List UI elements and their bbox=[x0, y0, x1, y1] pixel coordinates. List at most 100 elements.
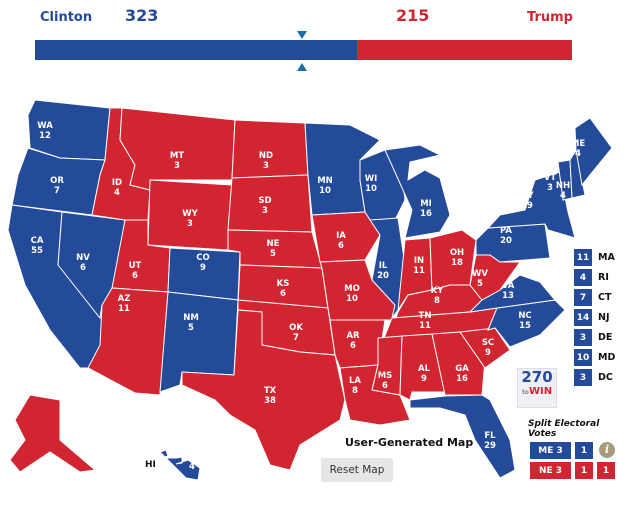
state-abbr: WI bbox=[365, 174, 378, 184]
logo-word: toWIN bbox=[521, 386, 553, 397]
state-abbr: GA bbox=[455, 364, 469, 374]
state-electoral-votes: 6 bbox=[338, 241, 344, 251]
small-state-votes[interactable]: 3 bbox=[574, 329, 592, 346]
small-state-abbr: RI bbox=[598, 272, 609, 283]
small-state-md[interactable]: 10 MD bbox=[574, 349, 615, 366]
270-marker-top-icon bbox=[297, 31, 307, 39]
me-split-button[interactable]: ME 3 bbox=[530, 442, 571, 459]
small-state-votes[interactable]: 10 bbox=[574, 349, 592, 366]
state-abbr: WY bbox=[182, 209, 198, 219]
state-electoral-votes: 18 bbox=[451, 258, 463, 268]
small-state-abbr: DE bbox=[598, 332, 613, 343]
state-electoral-votes: 3 bbox=[187, 219, 193, 229]
state-abbr: VA bbox=[502, 281, 515, 291]
small-state-abbr: MD bbox=[598, 352, 616, 363]
state-sc[interactable]: SC9 bbox=[459, 327, 511, 369]
state-shape[interactable] bbox=[231, 119, 309, 179]
state-abbr: NE bbox=[267, 239, 280, 249]
state-shape[interactable] bbox=[574, 117, 613, 187]
state-shape[interactable] bbox=[569, 148, 586, 199]
state-sd[interactable]: SD3 bbox=[227, 174, 313, 233]
state-abbr: KY bbox=[431, 286, 445, 296]
state-abbr: UT bbox=[129, 261, 142, 271]
state-ia[interactable]: IA6 bbox=[311, 211, 381, 263]
info-icon[interactable]: i bbox=[599, 442, 615, 458]
small-state-votes[interactable]: 3 bbox=[574, 369, 592, 386]
state-nd[interactable]: ND3 bbox=[231, 119, 309, 179]
state-shape[interactable] bbox=[329, 319, 386, 369]
small-state-abbr: DC bbox=[598, 372, 613, 383]
state-shape[interactable] bbox=[311, 211, 381, 263]
small-state-abbr: CT bbox=[598, 292, 612, 303]
dem-bar-segment bbox=[35, 40, 358, 60]
state-electoral-votes: 13 bbox=[502, 291, 514, 301]
state-ak[interactable]: AK3 bbox=[9, 394, 97, 485]
state-electoral-votes: 10 bbox=[319, 186, 331, 196]
state-electoral-votes: 9 bbox=[421, 374, 427, 384]
state-shape[interactable] bbox=[459, 327, 511, 369]
ne-district-button[interactable]: 1 bbox=[575, 462, 593, 479]
rep-bar-segment bbox=[357, 40, 572, 60]
state-shape[interactable] bbox=[119, 107, 236, 191]
state-shape[interactable] bbox=[159, 449, 201, 481]
state-shape[interactable] bbox=[384, 144, 451, 239]
dem-electoral-votes: 323 bbox=[125, 6, 159, 25]
small-state-de[interactable]: 3 DE bbox=[574, 329, 612, 346]
state-electoral-votes: 15 bbox=[519, 321, 531, 331]
logo-number: 270 bbox=[521, 368, 553, 386]
state-ms[interactable]: MS6 bbox=[371, 335, 403, 396]
small-state-votes[interactable]: 7 bbox=[574, 289, 592, 306]
state-electoral-votes: 6 bbox=[350, 341, 356, 351]
state-hi[interactable]: 4 bbox=[159, 449, 201, 481]
state-abbr: NC bbox=[518, 311, 531, 321]
state-abbr: OR bbox=[50, 176, 64, 186]
small-state-dc[interactable]: 3 DC bbox=[574, 369, 613, 386]
state-ne[interactable]: NE5 bbox=[227, 229, 323, 269]
state-electoral-votes: 3 bbox=[547, 183, 553, 193]
state-abbr: LA bbox=[349, 376, 361, 386]
state-electoral-votes: 8 bbox=[352, 386, 358, 396]
state-electoral-votes: 6 bbox=[382, 381, 388, 391]
state-electoral-votes: 29 bbox=[521, 201, 533, 211]
small-state-votes[interactable]: 14 bbox=[574, 309, 592, 326]
ne-split-button[interactable]: NE 3 bbox=[530, 462, 571, 479]
me-district-button[interactable]: 1 bbox=[575, 442, 593, 459]
state-electoral-votes: 29 bbox=[484, 441, 496, 451]
state-shape[interactable] bbox=[9, 394, 97, 473]
reset-map-button[interactable]: Reset Map bbox=[321, 458, 393, 482]
state-shape[interactable] bbox=[181, 309, 346, 471]
small-state-nj[interactable]: 14 NJ bbox=[574, 309, 610, 326]
state-abbr: VT bbox=[544, 173, 557, 183]
state-ar[interactable]: AR6 bbox=[329, 319, 386, 369]
state-abbr: AZ bbox=[118, 294, 131, 304]
small-state-ma[interactable]: 11 MA bbox=[574, 249, 615, 266]
state-me[interactable]: ME4 bbox=[571, 117, 613, 187]
small-state-votes[interactable]: 11 bbox=[574, 249, 592, 266]
small-state-votes[interactable]: 4 bbox=[574, 269, 592, 286]
small-state-ct[interactable]: 7 CT bbox=[574, 289, 611, 306]
state-electoral-votes: 5 bbox=[477, 279, 483, 289]
state-electoral-votes: 3 bbox=[34, 475, 40, 485]
state-abbr: MS bbox=[378, 371, 393, 381]
ne-district-button[interactable]: 1 bbox=[597, 462, 615, 479]
270towin-logo[interactable]: 270 toWIN bbox=[517, 368, 557, 408]
state-shape[interactable] bbox=[371, 335, 403, 396]
state-electoral-votes: 55 bbox=[31, 246, 43, 256]
state-mt[interactable]: MT3 bbox=[119, 107, 236, 191]
state-abbr: IL bbox=[379, 261, 388, 271]
state-wy[interactable]: WY3 bbox=[147, 179, 233, 251]
state-shape[interactable] bbox=[409, 394, 516, 479]
state-nh[interactable]: NH4 bbox=[556, 148, 586, 201]
state-electoral-votes: 6 bbox=[132, 271, 138, 281]
state-co[interactable]: CO9 bbox=[167, 247, 241, 301]
small-state-abbr: MA bbox=[598, 252, 615, 263]
state-abbr: IA bbox=[336, 231, 346, 241]
state-electoral-votes: 10 bbox=[346, 294, 358, 304]
small-state-ri[interactable]: 4 RI bbox=[574, 269, 609, 286]
